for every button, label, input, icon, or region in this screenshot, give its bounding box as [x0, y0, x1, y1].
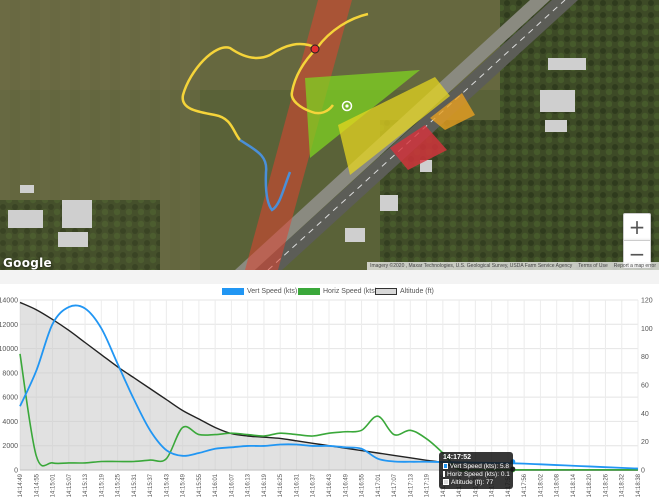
- town-buildings: [8, 58, 586, 247]
- y-left-tick-label: 14000: [0, 298, 18, 305]
- y-left-tick-label: 10000: [0, 346, 18, 353]
- x-tick-label: 14:15:07: [67, 473, 73, 497]
- tooltip-swatch: [443, 463, 448, 469]
- x-tick-label: 14:15:01: [51, 473, 57, 497]
- tooltip-row-vert: Vert Speed (kts): 5.8: [443, 462, 509, 470]
- y-left-tick-label: 0: [14, 468, 18, 475]
- imagery-credit: Imagery ©2020 , Maxar Technologies, U.S.…: [370, 263, 573, 269]
- y-left-tick-label: 4000: [2, 419, 18, 426]
- legend-label: Altitude (ft): [400, 288, 434, 295]
- x-tick-label: 14:17:01: [376, 473, 382, 497]
- x-tick-label: 14:16:43: [327, 473, 333, 497]
- satellite-map[interactable]: + − Google Imagery ©2020 , Maxar Technol…: [0, 0, 659, 270]
- x-tick-label: 14:16:49: [343, 473, 349, 497]
- legend-label: Vert Speed (kts): [247, 288, 298, 295]
- x-tick-label: 14:15:19: [99, 473, 105, 497]
- x-tick-label: 14:16:55: [360, 473, 366, 497]
- chart-series: [19, 301, 639, 473]
- y-right-tick-label: 40: [641, 411, 649, 418]
- map-attribution: Imagery ©2020 , Maxar Technologies, U.S.…: [367, 262, 659, 270]
- y-right-tick-label: 120: [641, 298, 653, 305]
- tooltip-swatch: [443, 479, 449, 485]
- x-tick-label: 14:17:13: [408, 473, 414, 497]
- jump-start-marker[interactable]: [310, 44, 320, 54]
- tooltip-time: 14:17:52: [443, 454, 472, 461]
- y-right-tick-label: 80: [641, 354, 649, 361]
- tooltip-vert-speed: Vert Speed (kts): 5.8: [449, 462, 509, 470]
- x-tick-label: 14:15:13: [83, 473, 89, 497]
- x-tick-label: 14:15:31: [132, 473, 138, 497]
- x-tick-label: 14:16:07: [229, 473, 235, 497]
- x-tick-label: 14:16:01: [213, 473, 219, 497]
- y-right-tick-label: 60: [641, 383, 649, 390]
- flight-path: [181, 42, 318, 141]
- tooltip-row-alt: Altitude (ft): 77: [443, 478, 509, 486]
- section-separator: [0, 270, 659, 284]
- vert-speed-line: [19, 304, 639, 470]
- descent-path: [239, 138, 292, 212]
- y-right-tick-label: 20: [641, 439, 649, 446]
- legend-swatch: [375, 288, 397, 295]
- x-tick-label: 14:15:49: [181, 473, 187, 497]
- legend-item-horiz-speed[interactable]: Horiz Speed (kts): [298, 288, 377, 295]
- x-axis: 14:14:49 14:14:55 14:15:01 14:15:07 14:15:13…: [18, 473, 642, 497]
- y-axis-right: 0 20 40 60 80 100 120: [641, 298, 653, 475]
- legend-item-altitude[interactable]: Altitude (ft): [375, 288, 434, 295]
- x-tick-label: 14:14:55: [34, 473, 40, 497]
- x-tick-label: 14:18:14: [571, 473, 577, 497]
- y-left-tick-label: 6000: [2, 395, 18, 402]
- landing-target-marker[interactable]: [341, 100, 353, 112]
- x-tick-label: 14:17:19: [425, 473, 431, 497]
- tooltip-horiz-speed: Horiz Speed (kts): 0.1: [447, 470, 510, 478]
- x-tick-label: 14:18:38: [636, 473, 642, 497]
- tooltip-altitude: Altitude (ft): 77: [451, 478, 494, 486]
- x-tick-label: 14:16:13: [246, 473, 252, 497]
- x-tick-label: 14:15:55: [197, 473, 203, 497]
- tooltip-row-horiz: Horiz Speed (kts): 0.1: [443, 470, 510, 478]
- y-left-tick-label: 12000: [0, 322, 18, 329]
- altitude-area: [20, 302, 638, 471]
- zone-red: [390, 125, 447, 170]
- x-tick-label: 14:16:31: [294, 473, 300, 497]
- x-tick-label: 14:15:25: [116, 473, 122, 497]
- zoom-in-button[interactable]: +: [623, 213, 651, 241]
- x-tick-label: 14:16:19: [262, 473, 268, 497]
- report-error-link[interactable]: Report a map error: [613, 263, 656, 269]
- x-tick-label: 14:18:08: [555, 473, 561, 497]
- legend-swatch: [298, 288, 320, 295]
- x-tick-label: 14:18:32: [620, 473, 626, 497]
- x-tick-label: 14:15:43: [164, 473, 170, 497]
- x-tick-label: 14:15:37: [148, 473, 154, 497]
- zone-yellow: [338, 77, 450, 175]
- map-imagery: [0, 0, 659, 270]
- x-tick-label: 14:17:07: [392, 473, 398, 497]
- google-logo: Google: [3, 256, 52, 270]
- legend-label: Horiz Speed (kts): [323, 288, 378, 295]
- y-right-tick-label: 100: [641, 326, 653, 333]
- y-left-tick-label: 8000: [2, 370, 18, 377]
- x-tick-label: 14:17:56: [522, 473, 528, 497]
- horiz-speed-line: [19, 353, 638, 472]
- runway-zone: [245, 0, 352, 270]
- x-tick-label: 14:14:49: [18, 473, 24, 497]
- zone-orange: [430, 93, 475, 130]
- chart-tooltip: 14:17:52 Vert Speed (kts): 5.8 Horiz Spe…: [439, 452, 513, 489]
- tooltip-swatch: [443, 471, 445, 477]
- y-right-tick-label: 0: [641, 468, 645, 475]
- y-axis-left: 0 2000 4000 6000 8000 10000 12000 14000: [0, 298, 18, 475]
- x-tick-label: 14:18:20: [587, 473, 593, 497]
- x-tick-label: 14:18:26: [603, 473, 609, 497]
- flight-chart[interactable]: 0 2000 4000 6000 8000 10000 12000 14000 0 20 40 60…: [0, 284, 659, 500]
- x-tick-label: 14:16:25: [278, 473, 284, 497]
- legend-swatch: [222, 288, 244, 295]
- x-tick-label: 14:18:02: [538, 473, 544, 497]
- y-left-tick-label: 2000: [2, 443, 18, 450]
- terms-link[interactable]: Terms of Use: [578, 263, 608, 269]
- legend-item-vert-speed[interactable]: Vert Speed (kts): [222, 288, 297, 295]
- x-tick-label: 14:16:37: [311, 473, 317, 497]
